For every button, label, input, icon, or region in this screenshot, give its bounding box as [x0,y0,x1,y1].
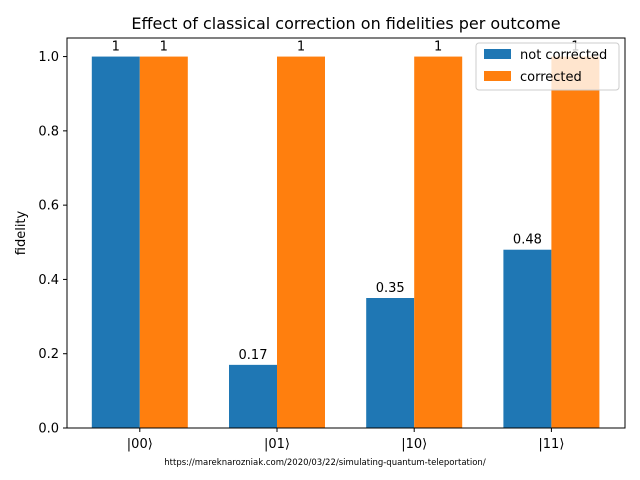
y-tick-label: 0.8 [38,124,59,139]
bar-corrected-3 [414,56,463,428]
data-label-corrected-1: 1 [160,40,168,55]
y-axis-label: fidelity [14,210,29,255]
plot-frame [66,37,626,429]
chart-title: Effect of classical correction on fideli… [131,14,560,33]
x-tick-label: |10⟩ [401,437,427,452]
y-tick-label: 0.6 [38,199,59,214]
legend-box [475,42,620,91]
legend-swatch-corrected [484,71,511,81]
bar-not-corrected-4 [503,249,552,428]
data-label-not-corrected-2: 0.17 [239,348,268,363]
data-label-not-corrected-4: 0.48 [513,233,542,248]
bar-corrected-1 [139,56,188,428]
data-label-not-corrected-1: 1 [112,40,120,55]
source-footnote: https://mareknarozniak.com/2020/03/22/si… [164,458,486,468]
y-tick-label: 0.4 [38,273,59,288]
x-tick-label: |11⟩ [538,437,564,452]
bar-not-corrected-2 [229,364,277,428]
y-axis: 0.0 0.2 0.4 0.6 0.8 1.0 [38,50,67,437]
legend: not corrected corrected [475,42,620,91]
legend-label-not-corrected: not corrected [520,48,607,63]
y-tick-label: 0.2 [38,347,59,362]
bar-corrected-2 [277,56,325,428]
legend-swatch-not-corrected [484,49,511,59]
bar-not-corrected-1 [91,56,140,428]
bar-corrected-4 [551,56,600,428]
bar-not-corrected-3 [366,298,415,428]
data-label-not-corrected-3: 0.35 [376,281,405,296]
x-axis: |00⟩ |01⟩ |10⟩ |11⟩ [127,428,564,452]
data-label-corrected-3: 1 [434,40,442,55]
y-tick-label: 0.0 [38,422,59,437]
legend-label-corrected: corrected [520,70,582,85]
x-tick-label: |00⟩ [127,437,153,452]
y-tick-label: 1.0 [38,50,59,65]
data-label-corrected-2: 1 [297,40,305,55]
bars-group [91,56,600,428]
x-tick-label: |01⟩ [264,437,290,452]
